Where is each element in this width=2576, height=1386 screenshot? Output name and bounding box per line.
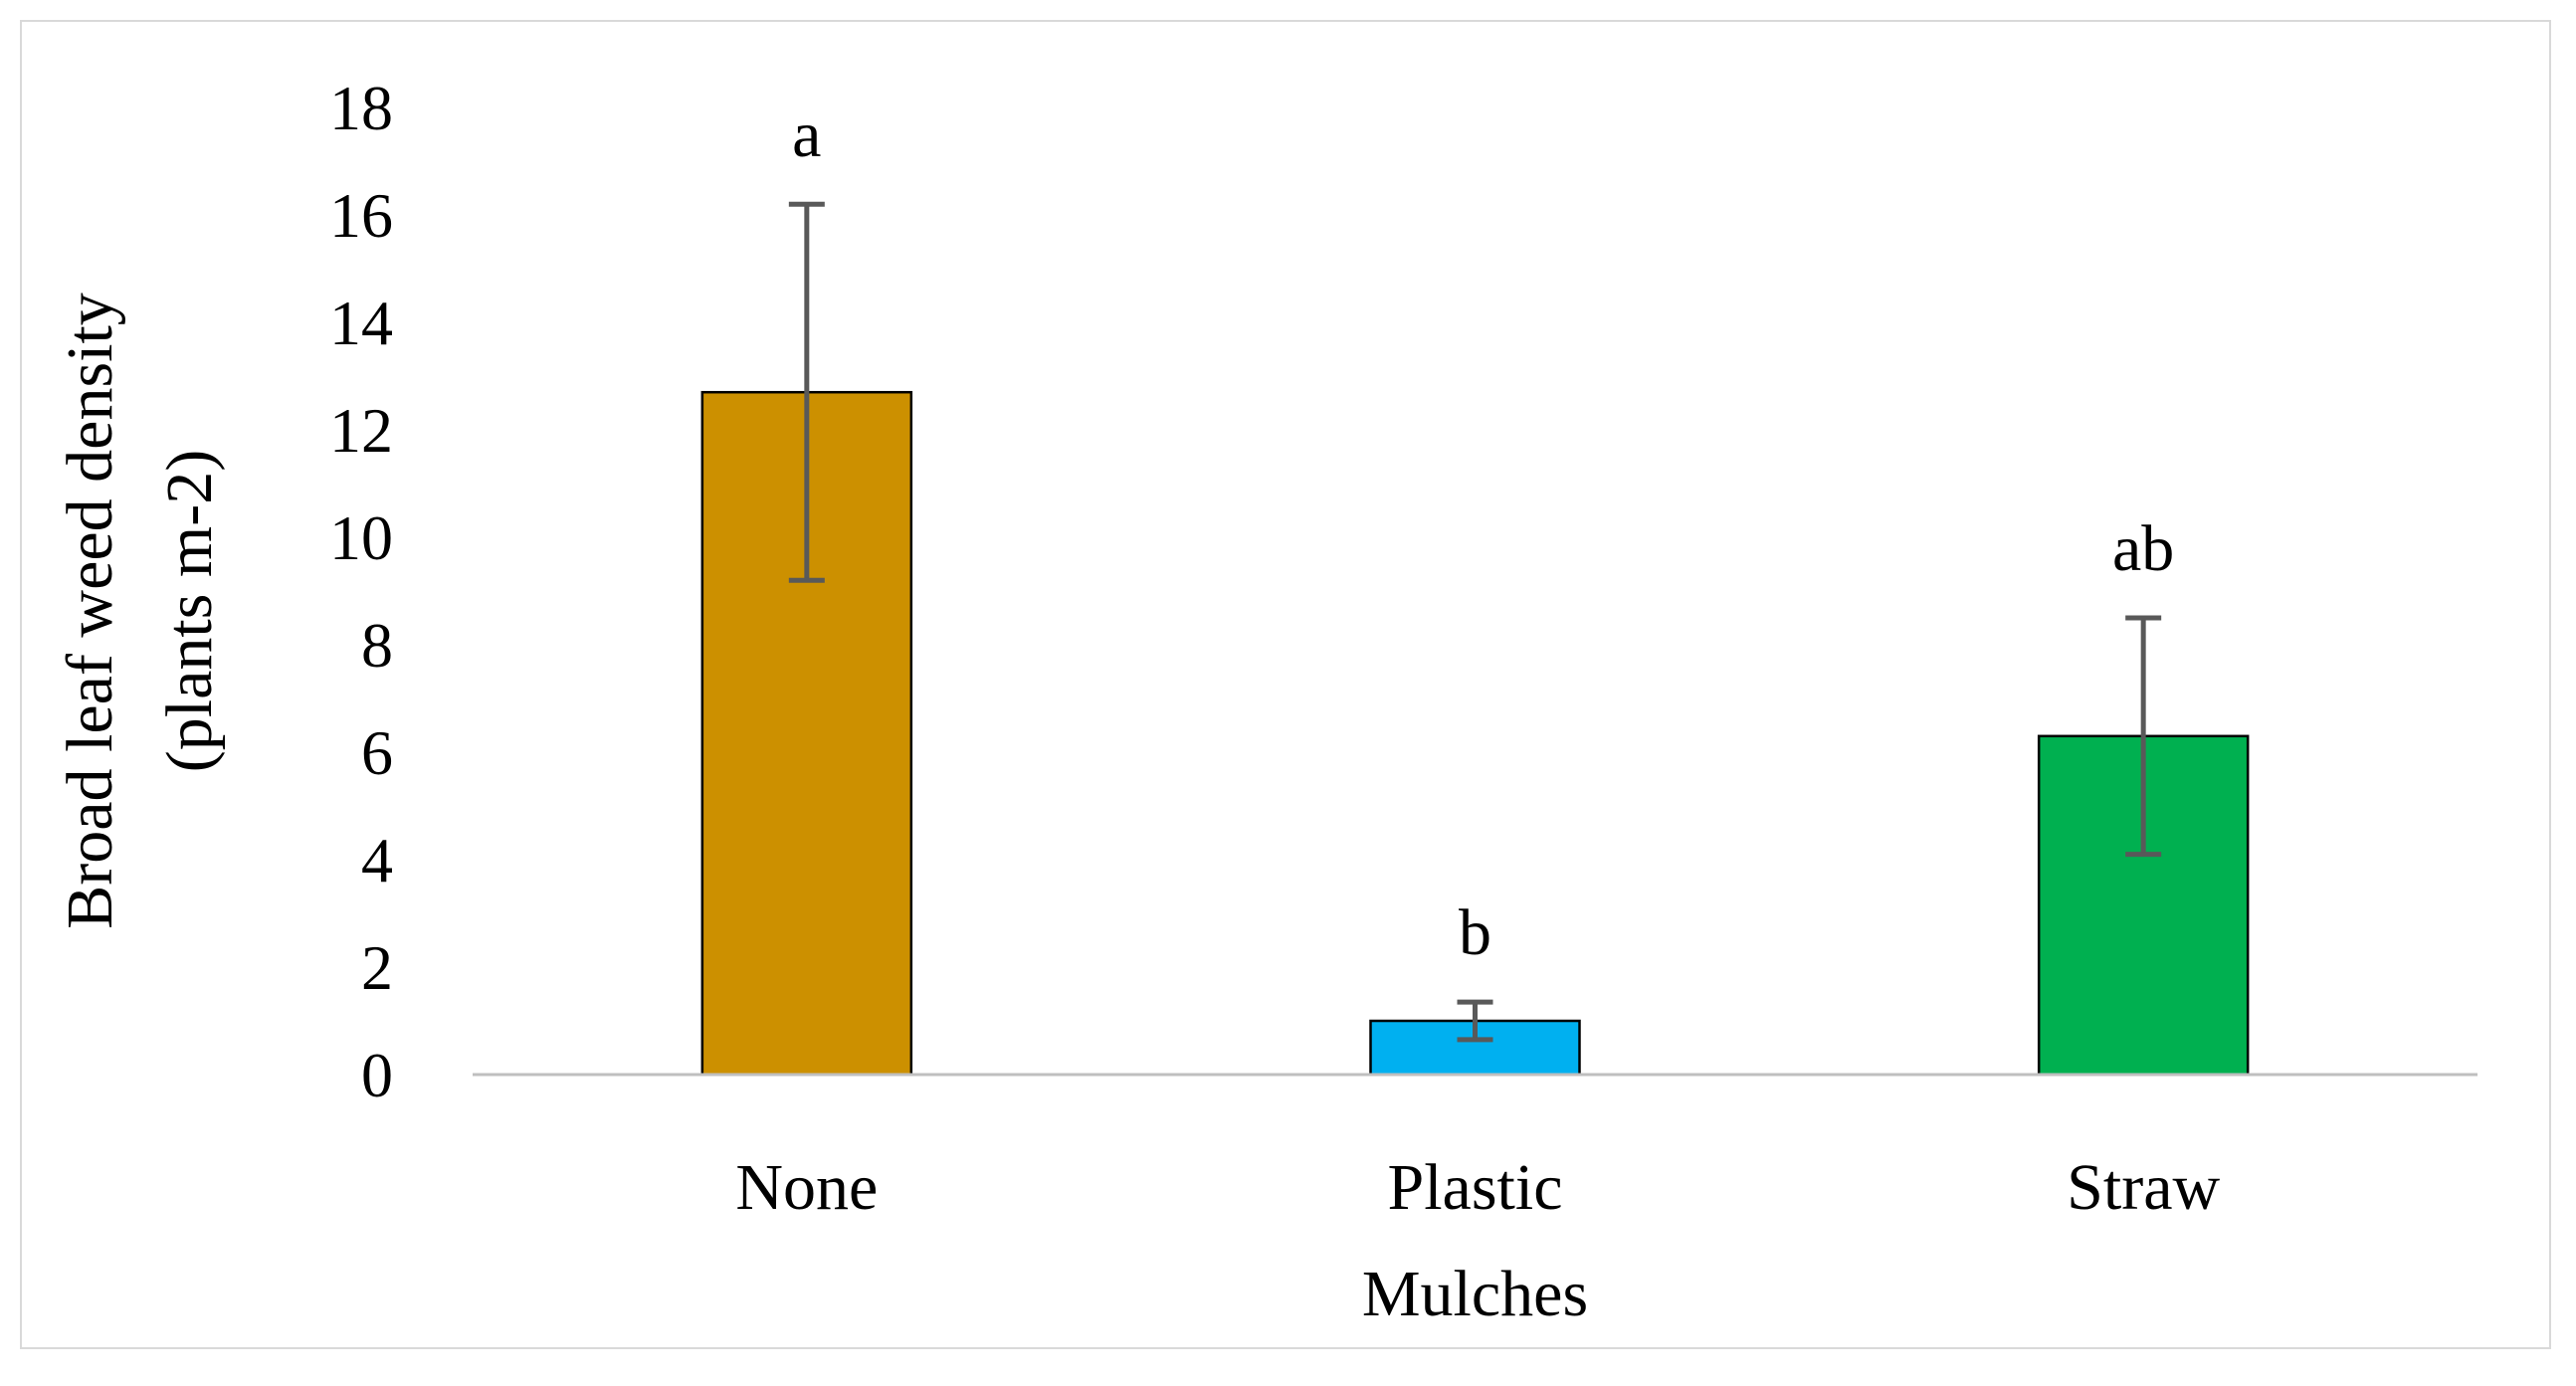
y-tick-label: 18: [329, 73, 393, 143]
y-tick-label: 2: [361, 932, 393, 1003]
y-tick-label: 0: [361, 1040, 393, 1110]
y-tick-label: 16: [329, 180, 393, 251]
y-axis-title: Broad leaf weed density (plants m-2): [54, 293, 226, 929]
significance-letter-plastic: b: [1459, 896, 1491, 969]
category-label-none: None: [735, 1151, 878, 1224]
y-tick-labels: 0 2 4 6 8 10 12 14 16 18: [329, 73, 393, 1110]
significance-letter-straw: ab: [2112, 512, 2174, 585]
chart-frame: [20, 20, 2551, 1349]
y-axis-title-line: (plants m-2): [153, 450, 226, 772]
y-tick-label: 8: [361, 610, 393, 681]
y-tick-label: 12: [329, 395, 393, 466]
y-tick-label: 6: [361, 717, 393, 788]
y-tick-label: 4: [361, 825, 393, 895]
y-tick-label: 14: [329, 288, 393, 358]
bars: [700, 390, 2250, 1077]
error-bars: [788, 201, 2162, 1043]
error-bar-straw: [2125, 615, 2162, 858]
category-labels: None Plastic Straw: [735, 1151, 2220, 1224]
x-axis-title: Mulches: [1362, 1258, 1588, 1330]
category-label-straw: Straw: [2067, 1151, 2220, 1224]
significance-letter-none: a: [792, 99, 821, 171]
category-label-plastic: Plastic: [1388, 1151, 1563, 1224]
y-tick-label: 10: [329, 502, 393, 573]
y-axis-title-line: Broad leaf weed density: [54, 293, 126, 929]
error-bar-none: [788, 201, 825, 583]
error-bar-plastic: [1457, 999, 1493, 1043]
